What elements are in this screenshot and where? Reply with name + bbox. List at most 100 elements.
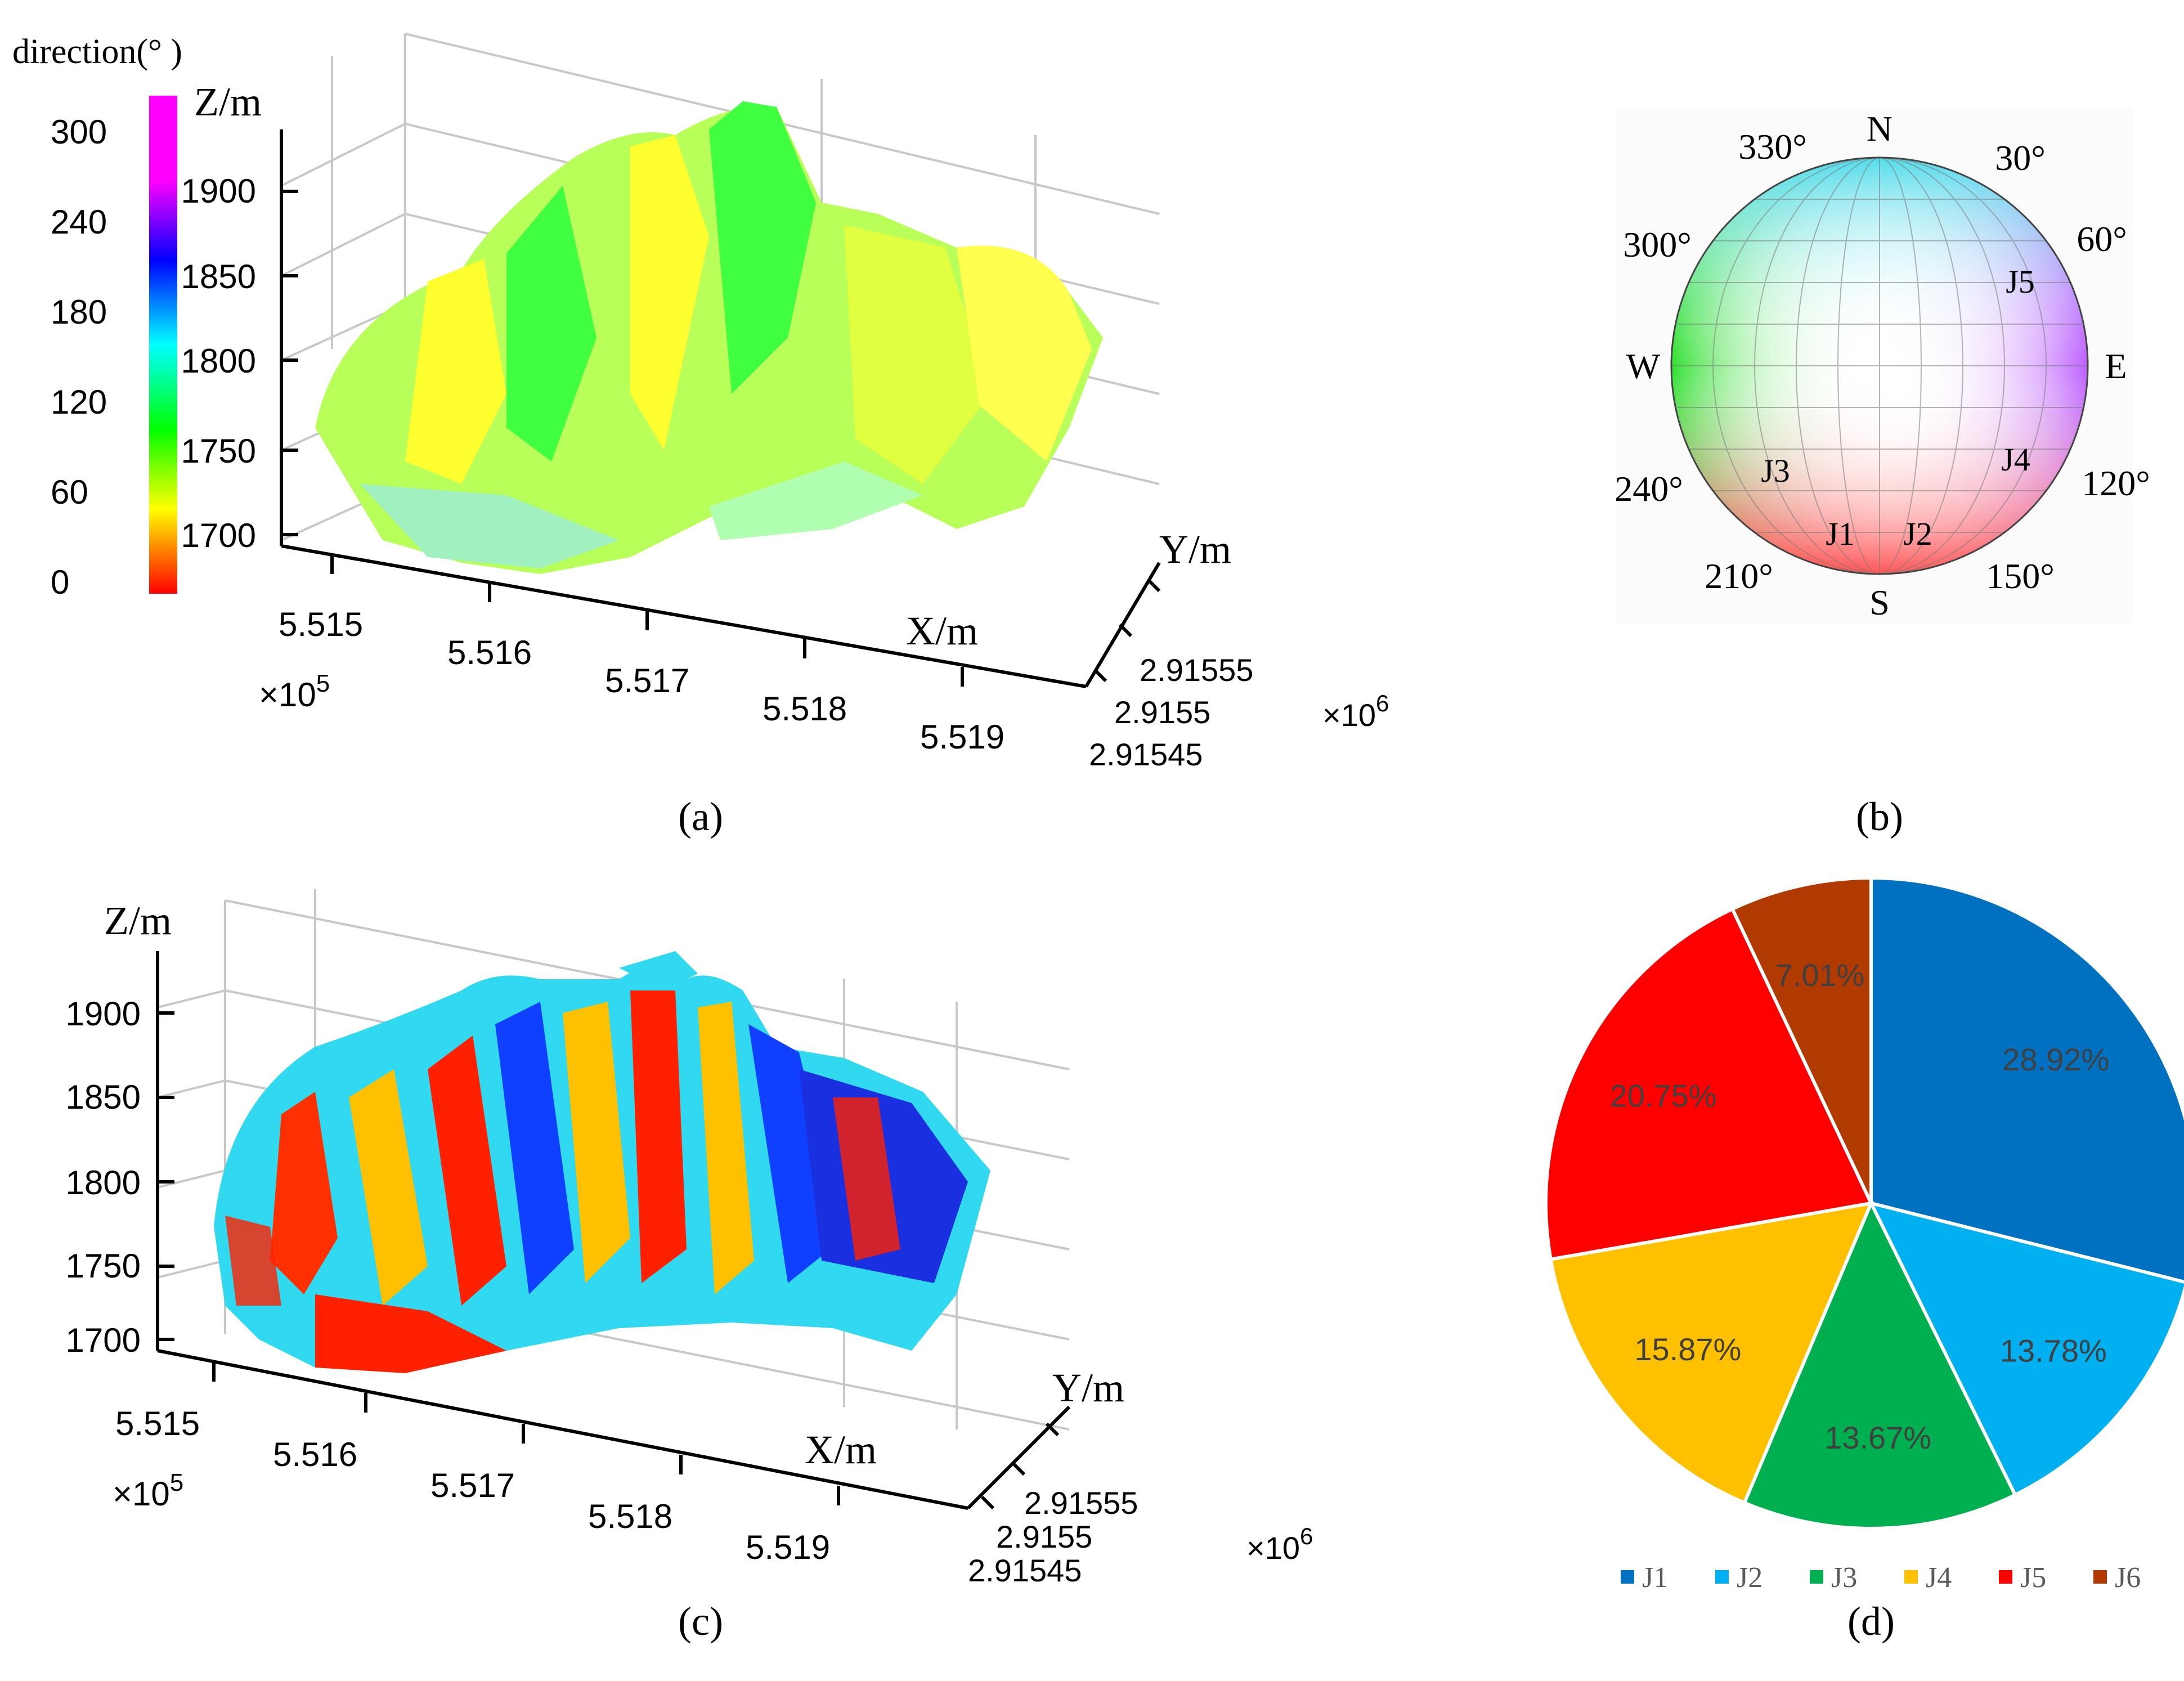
panel-d: 28.92% 13.78% 13.67% 15.87% 20.75% 7.01% J1 J2… bbox=[1544, 876, 2184, 1644]
legend-swatch bbox=[1621, 1570, 1634, 1584]
pie-slice-j2 bbox=[1868, 1200, 2184, 1498]
x-axis-label: X/m bbox=[805, 1427, 877, 1472]
colorbar-tick: 180 bbox=[51, 293, 107, 331]
x-tick: 5.515 bbox=[279, 606, 363, 643]
x-scale-factor: ×105 bbox=[259, 670, 330, 714]
legend-label: J1 bbox=[1642, 1562, 1668, 1594]
set-label: J5 bbox=[2006, 263, 2035, 300]
compass-deg: 30° bbox=[1995, 138, 2046, 178]
pie-data-label: 28.92% bbox=[2002, 1042, 2109, 1077]
panel-label-a: (a) bbox=[678, 794, 723, 839]
legend-label: J4 bbox=[1926, 1562, 1952, 1594]
legend-swatch bbox=[1999, 1570, 2012, 1584]
compass-W: W bbox=[1626, 346, 1661, 386]
panel-a-point-cloud bbox=[315, 101, 1103, 575]
y-tick: 2.9155 bbox=[996, 1519, 1092, 1554]
z-tick: 1700 bbox=[66, 1321, 141, 1359]
panel-b: N S E W 330° 30° 300° 60° 240° 120° 210°… bbox=[1615, 107, 2150, 839]
x-tick: 5.519 bbox=[920, 718, 1004, 756]
set-label: J2 bbox=[1903, 515, 1932, 552]
compass-deg: 210° bbox=[1705, 556, 1773, 596]
pie-data-label: 7.01% bbox=[1775, 957, 1865, 993]
z-tick: 1900 bbox=[181, 172, 256, 210]
y-tick: 2.91545 bbox=[1089, 737, 1203, 772]
stereonet-sphere bbox=[1671, 158, 2088, 574]
z-tick: 1900 bbox=[66, 995, 141, 1033]
pie-slice-j1 bbox=[1869, 876, 2184, 1284]
colorbar-title: direction(° ) bbox=[12, 33, 182, 71]
x-axis-label: X/m bbox=[906, 608, 978, 653]
z-tick: 1700 bbox=[181, 517, 256, 554]
panel-a: direction(° ) 300 240 180 120 60 0 Z/m 1… bbox=[12, 33, 1389, 839]
compass-deg: 330° bbox=[1738, 127, 1807, 167]
y-scale-factor: ×106 bbox=[1246, 1523, 1313, 1566]
x-tick: 5.516 bbox=[273, 1436, 357, 1473]
y-scale-factor: ×106 bbox=[1322, 690, 1389, 733]
compass-deg: 60° bbox=[2077, 219, 2127, 259]
panel-c-axes bbox=[156, 951, 1071, 1510]
set-label: J3 bbox=[1761, 452, 1790, 489]
colorbar-tick: 60 bbox=[51, 473, 88, 511]
compass-deg: 240° bbox=[1615, 469, 1683, 509]
colorbar bbox=[149, 96, 177, 594]
colorbar-tick: 120 bbox=[51, 383, 107, 421]
legend-label: J6 bbox=[2115, 1562, 2141, 1594]
set-label: J4 bbox=[2001, 441, 2030, 478]
pie-data-label: 15.87% bbox=[1634, 1332, 1741, 1367]
z-tick: 1750 bbox=[66, 1247, 141, 1285]
x-tick: 5.515 bbox=[115, 1405, 200, 1442]
panel-label-d: (d) bbox=[1847, 1599, 1895, 1644]
z-tick: 1850 bbox=[66, 1078, 141, 1116]
pie-legend: J1 J2 J3 J4 J5 J6 bbox=[1621, 1562, 2141, 1594]
y-tick: 2.9155 bbox=[1114, 694, 1210, 730]
colorbar-tick: 300 bbox=[51, 113, 107, 151]
legend-swatch bbox=[2093, 1570, 2107, 1584]
z-axis-label: Z/m bbox=[194, 79, 262, 124]
y-tick: 2.91555 bbox=[1024, 1485, 1138, 1521]
pie-data-label: 13.78% bbox=[2000, 1333, 2107, 1368]
z-axis-label: Z/m bbox=[104, 898, 172, 943]
z-tick: 1800 bbox=[181, 342, 256, 380]
panel-label-c: (c) bbox=[678, 1599, 723, 1644]
x-tick: 5.519 bbox=[746, 1528, 830, 1566]
legend-swatch bbox=[1904, 1570, 1918, 1584]
set-label: J1 bbox=[1826, 515, 1855, 552]
panel-a-axes bbox=[280, 129, 1161, 688]
panel-c: Z/m 1900 1850 1800 1750 1700 5.515 5.516… bbox=[66, 889, 1313, 1644]
legend-swatch bbox=[1715, 1570, 1729, 1584]
panel-c-point-cloud bbox=[214, 951, 990, 1373]
x-tick: 5.517 bbox=[430, 1467, 515, 1504]
pie-slice-j3 bbox=[1742, 1199, 2017, 1530]
legend-label: J2 bbox=[1737, 1562, 1763, 1594]
compass-deg: 300° bbox=[1623, 225, 1692, 265]
compass-S: S bbox=[1869, 582, 1890, 622]
z-tick: 1750 bbox=[181, 432, 256, 470]
x-tick: 5.517 bbox=[605, 662, 689, 700]
pie-slice-j4 bbox=[1549, 1201, 1874, 1505]
compass-N: N bbox=[1867, 109, 1892, 149]
x-tick: 5.516 bbox=[447, 634, 532, 671]
compass-E: E bbox=[2105, 346, 2127, 386]
pie-chart bbox=[1544, 876, 2184, 1530]
colorbar-tick: 240 bbox=[51, 203, 107, 241]
x-tick: 5.518 bbox=[588, 1498, 672, 1535]
y-axis-label: Y/m bbox=[1052, 1365, 1124, 1410]
pie-data-label: 20.75% bbox=[1610, 1078, 1717, 1113]
y-tick: 2.91545 bbox=[968, 1553, 1082, 1588]
x-tick: 5.518 bbox=[763, 690, 847, 728]
x-scale-factor: ×105 bbox=[113, 1469, 183, 1513]
panel-label-b: (b) bbox=[1856, 794, 1903, 839]
colorbar-tick: 0 bbox=[51, 563, 69, 601]
z-tick: 1850 bbox=[181, 258, 256, 295]
legend-label: J3 bbox=[1831, 1562, 1857, 1594]
compass-deg: 150° bbox=[1986, 556, 2055, 596]
legend-label: J5 bbox=[2020, 1562, 2046, 1594]
y-axis-label: Y/m bbox=[1159, 527, 1231, 572]
pie-slice-j6 bbox=[1730, 876, 1873, 1204]
z-tick: 1800 bbox=[66, 1164, 141, 1202]
legend-swatch bbox=[1810, 1570, 1823, 1584]
y-tick: 2.91555 bbox=[1140, 652, 1253, 688]
pie-slice-j5 bbox=[1544, 907, 1874, 1262]
